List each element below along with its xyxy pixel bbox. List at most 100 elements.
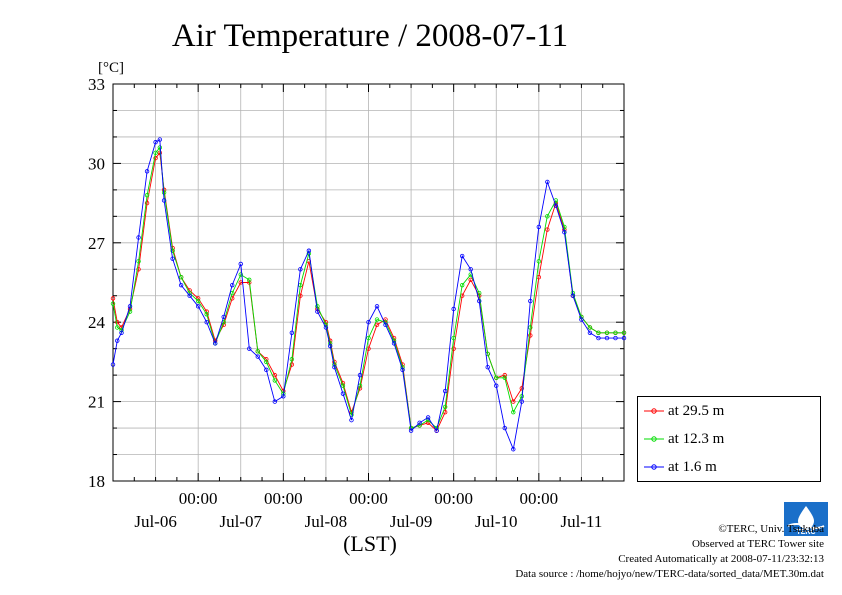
- data-point: [115, 338, 120, 343]
- legend-label: at 29.5 m: [668, 402, 725, 419]
- data-point: [272, 378, 278, 383]
- data-point: [315, 309, 320, 314]
- data-point: [289, 357, 295, 362]
- data-point: [247, 277, 252, 283]
- chart-title: Air Temperature / 2008-07-11: [172, 18, 568, 54]
- x-time-label: 00:00: [264, 489, 303, 508]
- data-point: [536, 259, 542, 264]
- x-day-label: Jul-08: [305, 512, 348, 531]
- data-point: [115, 325, 120, 330]
- series-line-2: [112, 138, 624, 451]
- data-point: [485, 364, 490, 370]
- x-day-label: Jul-06: [134, 512, 177, 531]
- x-day-label: Jul-07: [220, 512, 263, 531]
- data-point: [528, 333, 533, 338]
- data-point: [596, 335, 601, 341]
- x-day-label: Jul-10: [475, 512, 518, 531]
- data-point: [230, 282, 235, 288]
- y-tick-label: 30: [88, 154, 105, 173]
- legend-marker-green: [644, 436, 664, 442]
- data-point: [144, 169, 150, 174]
- data-point: [451, 346, 456, 351]
- data-point: [502, 375, 507, 380]
- data-point: [494, 375, 499, 380]
- data-point: [144, 200, 150, 206]
- data-point: [596, 330, 601, 335]
- legend-marker-blue: [644, 464, 664, 470]
- legend-label: at 1.6 m: [668, 458, 717, 475]
- data-point: [511, 409, 516, 415]
- data-point: [349, 417, 354, 423]
- data-point: [136, 235, 141, 240]
- data-point: [327, 343, 333, 349]
- data-point: [264, 367, 269, 373]
- legend-item-1-6m: at 1.6 m: [644, 455, 717, 479]
- data-point: [110, 296, 116, 301]
- data-point: [468, 267, 473, 272]
- data-point: [400, 367, 405, 373]
- data-point: [340, 391, 346, 396]
- data-point: [511, 447, 516, 452]
- data-point: [536, 224, 542, 230]
- data-point: [468, 277, 473, 283]
- data-point: [127, 304, 133, 309]
- data-point: [247, 346, 252, 351]
- y-tick-label: 18: [88, 472, 105, 491]
- data-point: [434, 428, 439, 433]
- data-point: [459, 282, 465, 288]
- data-point: [511, 399, 516, 404]
- x-day-label: Jul-09: [390, 512, 433, 531]
- data-point: [195, 296, 201, 301]
- data-source-text: Data source : /home/hojyo/new/TERC-data/…: [515, 568, 824, 580]
- data-point: [153, 155, 158, 161]
- data-point: [272, 399, 278, 404]
- data-point: [383, 322, 388, 328]
- data-point: [477, 298, 482, 304]
- data-point: [289, 330, 295, 335]
- data-point: [178, 282, 184, 288]
- grid-lines: [113, 84, 624, 481]
- data-point: [528, 298, 533, 304]
- data-point: [391, 341, 397, 346]
- data-point: [613, 330, 618, 335]
- legend-marker-red: [644, 408, 664, 414]
- data-point: [417, 420, 422, 425]
- data-point: [425, 420, 431, 425]
- data-point: [528, 325, 533, 330]
- observed-at-text: Observed at TERC Tower site: [691, 538, 824, 550]
- data-point: [459, 253, 465, 259]
- y-tick-label: 21: [88, 393, 105, 412]
- data-point: [212, 341, 218, 346]
- data-point: [255, 354, 260, 359]
- data-point: [357, 372, 363, 378]
- data-point: [298, 293, 303, 298]
- x-axis-label: (LST): [343, 531, 397, 556]
- data-point: [562, 230, 567, 235]
- data-point: [545, 214, 550, 219]
- data-point: [442, 404, 448, 410]
- data-point: [425, 415, 431, 420]
- data-point: [195, 298, 201, 304]
- y-axis-ticks: 18 21 24 27 30 33: [88, 75, 624, 491]
- data-point: [144, 192, 150, 198]
- data-point: [161, 198, 167, 203]
- data-point: [195, 304, 201, 309]
- data-point: [545, 227, 550, 232]
- x-time-label: 00:00: [349, 489, 388, 508]
- data-point: [170, 256, 175, 261]
- data-point: [281, 394, 286, 399]
- data-point: [613, 335, 618, 341]
- x-time-label: 00:00: [434, 489, 473, 508]
- data-point: [604, 330, 610, 335]
- data-point: [157, 137, 163, 142]
- legend: at 29.5 m at 12.3 m at 1.6 m: [637, 396, 821, 482]
- copyright-text: ©TERC, Univ. Tsukuba: [718, 523, 824, 535]
- data-point: [264, 359, 269, 365]
- data-point: [408, 428, 414, 433]
- data-point: [255, 349, 260, 354]
- terc-logo-icon: TERC: [784, 502, 828, 536]
- data-point: [374, 304, 380, 309]
- data-point: [451, 306, 456, 312]
